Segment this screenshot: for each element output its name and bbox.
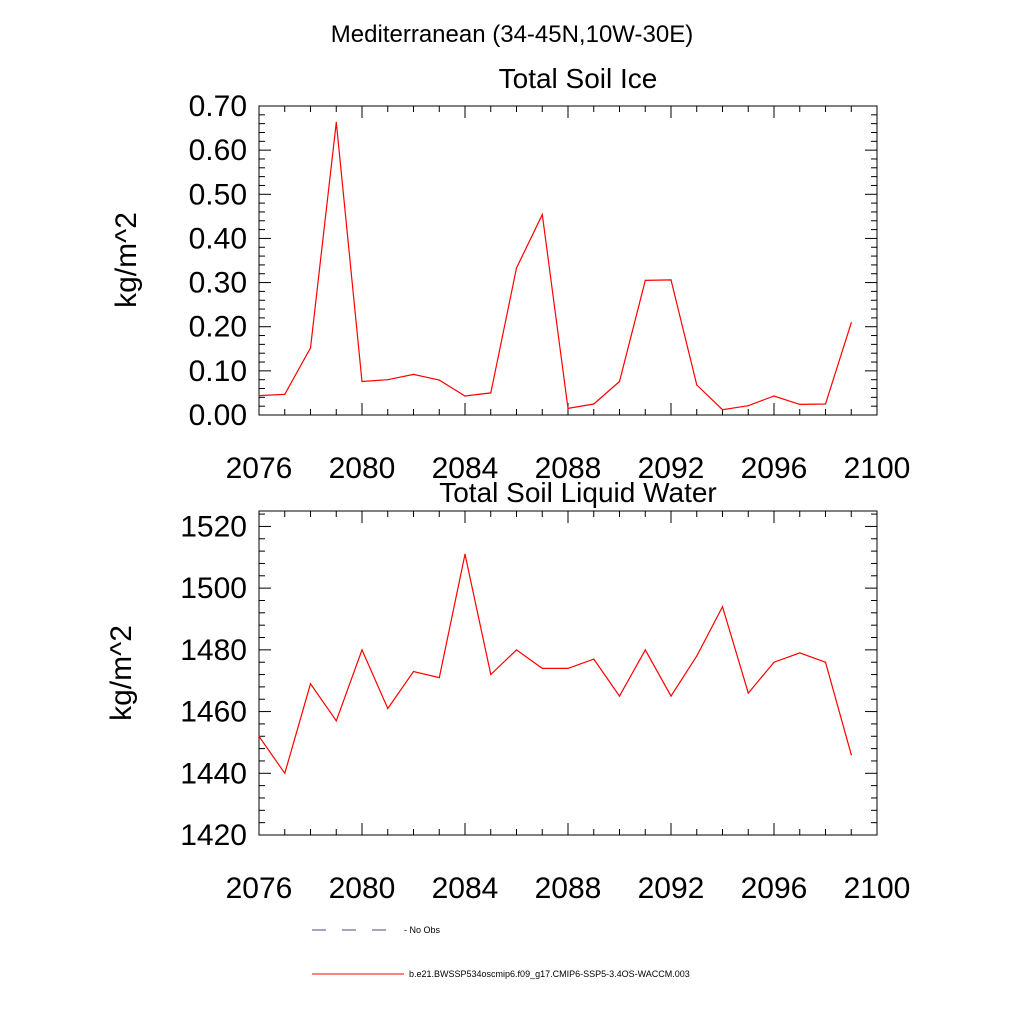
legend-label-no-obs: - No Obs bbox=[404, 925, 441, 935]
data-point bbox=[747, 692, 749, 694]
data-point bbox=[515, 267, 518, 269]
y-tick-label: 1520 bbox=[180, 510, 247, 543]
data-point bbox=[721, 606, 724, 608]
data-point bbox=[567, 407, 569, 409]
data-point bbox=[412, 670, 415, 673]
x-tick-label: 2096 bbox=[741, 872, 808, 905]
data-point bbox=[721, 409, 724, 411]
x-tick-label: 2088 bbox=[535, 872, 602, 905]
data-point bbox=[541, 667, 543, 669]
data-point bbox=[361, 380, 363, 383]
y-tick-label: 0.50 bbox=[189, 178, 247, 211]
legend-label-text: No Obs bbox=[410, 925, 441, 935]
data-point bbox=[696, 384, 698, 386]
data-point bbox=[387, 379, 389, 381]
y-tick-label: 0.40 bbox=[189, 222, 247, 255]
data-point bbox=[438, 677, 440, 679]
data-point bbox=[644, 279, 646, 281]
data-point bbox=[593, 403, 595, 405]
y-tick-label: 0.00 bbox=[189, 399, 247, 432]
y-tick-label: 1460 bbox=[180, 696, 247, 729]
data-point bbox=[335, 720, 337, 722]
data-point bbox=[824, 661, 827, 663]
legend-label-series: b.e21.BWSSP534oscmip6.f09_g17.CMIP6-SSP5… bbox=[409, 969, 690, 979]
data-point bbox=[850, 754, 852, 756]
data-point bbox=[670, 695, 672, 697]
y-tick-label: 1440 bbox=[180, 757, 247, 790]
x-tick-label: 2100 bbox=[844, 452, 911, 485]
data-point bbox=[490, 673, 492, 676]
data-point bbox=[696, 655, 698, 657]
plot-frame bbox=[258, 105, 878, 416]
data-point bbox=[438, 379, 440, 381]
x-tick-label: 2080 bbox=[329, 872, 396, 905]
data-point bbox=[309, 347, 312, 349]
x-tick-label: 2084 bbox=[432, 452, 499, 485]
y-tick-label: 0.30 bbox=[189, 267, 247, 300]
series-line bbox=[258, 554, 852, 775]
data-point bbox=[309, 683, 312, 685]
y-tick-label: 0.70 bbox=[189, 90, 247, 123]
y-tick-label: 0.60 bbox=[189, 134, 247, 167]
y-tick-label: 0.20 bbox=[189, 311, 247, 344]
panel-title: Total Soil Ice bbox=[499, 63, 658, 94]
x-tick-label: 2096 bbox=[741, 452, 808, 485]
data-point bbox=[335, 121, 337, 123]
x-tick-label: 2100 bbox=[844, 872, 911, 905]
data-point bbox=[799, 403, 801, 406]
panel-title: Total Soil Liquid Water bbox=[439, 477, 717, 508]
data-point bbox=[490, 392, 492, 394]
figure-title: Mediterranean (34-45N,10W-30E) bbox=[331, 21, 693, 48]
data-point bbox=[515, 649, 518, 651]
data-point bbox=[387, 707, 389, 710]
plot-frame bbox=[258, 510, 878, 836]
data-point bbox=[412, 373, 415, 375]
x-tick-label: 2092 bbox=[638, 872, 705, 905]
y-axis-label: kg/m^2 bbox=[105, 625, 138, 721]
x-tick-label: 2076 bbox=[226, 872, 293, 905]
y-tick-label: 1420 bbox=[180, 819, 247, 852]
data-point bbox=[464, 553, 466, 555]
data-point bbox=[773, 395, 775, 397]
data-point bbox=[824, 403, 827, 405]
data-point bbox=[593, 658, 595, 660]
y-tick-label: 1500 bbox=[180, 572, 247, 605]
data-point bbox=[567, 667, 569, 669]
data-point bbox=[773, 661, 775, 663]
data-point bbox=[284, 772, 286, 774]
data-point bbox=[464, 395, 466, 397]
y-axis-label: kg/m^2 bbox=[110, 212, 143, 308]
series-line bbox=[258, 122, 852, 411]
data-point bbox=[284, 393, 286, 395]
x-tick-label: 2080 bbox=[329, 452, 396, 485]
data-point bbox=[361, 649, 363, 651]
data-point bbox=[258, 394, 260, 397]
data-point bbox=[747, 405, 749, 407]
data-point bbox=[258, 735, 260, 737]
data-point bbox=[644, 649, 646, 651]
x-tick-label: 2076 bbox=[226, 452, 293, 485]
data-point bbox=[618, 695, 621, 697]
data-point bbox=[541, 213, 543, 216]
x-tick-label: 2084 bbox=[432, 872, 499, 905]
y-tick-label: 1480 bbox=[180, 634, 247, 667]
data-point bbox=[670, 279, 672, 281]
y-tick-label: 0.10 bbox=[189, 355, 247, 388]
data-point bbox=[618, 380, 621, 383]
x-tick-label: 2092 bbox=[638, 452, 705, 485]
data-point bbox=[799, 652, 801, 654]
data-point bbox=[850, 322, 852, 324]
x-tick-label: 2088 bbox=[535, 452, 602, 485]
